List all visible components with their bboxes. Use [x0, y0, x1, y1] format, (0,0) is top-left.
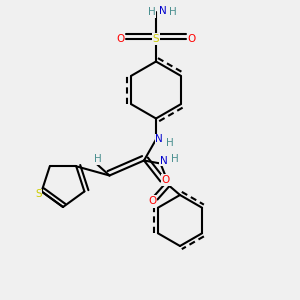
Text: H: H: [148, 7, 155, 17]
Text: N: N: [160, 155, 167, 166]
Text: O: O: [162, 175, 170, 185]
Text: O: O: [116, 34, 125, 44]
Text: S: S: [35, 190, 42, 200]
Text: H: H: [169, 7, 176, 17]
Text: H: H: [171, 154, 179, 164]
Text: S: S: [153, 34, 159, 44]
Text: H: H: [94, 154, 101, 164]
Text: H: H: [166, 137, 173, 148]
Text: N: N: [159, 5, 167, 16]
Text: O: O: [187, 34, 196, 44]
Text: N: N: [155, 134, 163, 145]
Text: O: O: [148, 196, 156, 206]
